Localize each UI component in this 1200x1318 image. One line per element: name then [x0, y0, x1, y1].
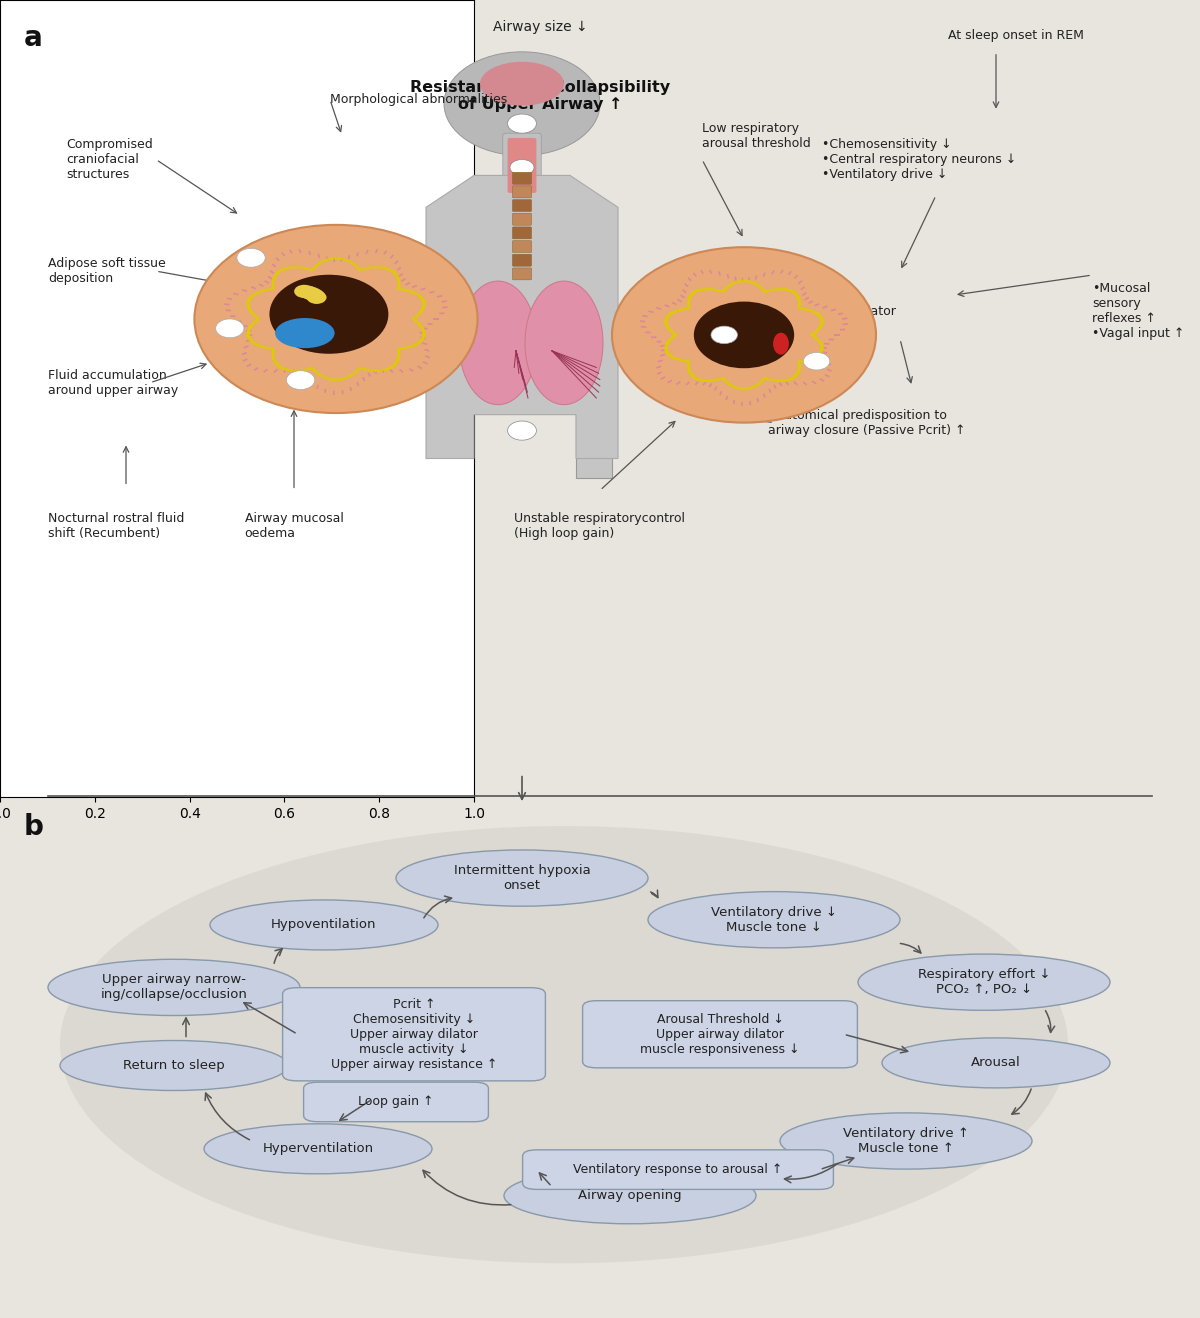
FancyBboxPatch shape — [512, 214, 532, 225]
Circle shape — [694, 302, 794, 368]
Text: Adipose soft tissue
deposition: Adipose soft tissue deposition — [48, 257, 166, 285]
FancyBboxPatch shape — [283, 987, 545, 1081]
Circle shape — [301, 286, 320, 299]
Ellipse shape — [858, 954, 1110, 1011]
Text: Compromised
craniofacial
structures: Compromised craniofacial structures — [66, 138, 152, 181]
FancyBboxPatch shape — [512, 268, 532, 279]
Text: Loop gain ↑: Loop gain ↑ — [359, 1095, 433, 1108]
Text: a: a — [24, 24, 43, 51]
Ellipse shape — [480, 62, 564, 105]
Text: Unstable respiratorycontrol
(High loop gain): Unstable respiratorycontrol (High loop g… — [515, 513, 685, 540]
Circle shape — [287, 370, 314, 390]
Ellipse shape — [780, 1112, 1032, 1169]
Ellipse shape — [204, 1124, 432, 1174]
Text: •Mucosal
sensory
reflexes ↑
•Vagal input ↑: •Mucosal sensory reflexes ↑ •Vagal input… — [1092, 282, 1184, 340]
Text: Arousal: Arousal — [971, 1057, 1021, 1069]
Text: Ventilatory response to arousal ↑: Ventilatory response to arousal ↑ — [574, 1162, 782, 1176]
Ellipse shape — [210, 900, 438, 950]
Text: Nocturnal rostral fluid
shift (Recumbent): Nocturnal rostral fluid shift (Recumbent… — [48, 513, 185, 540]
Text: Hypoventilation: Hypoventilation — [271, 919, 377, 932]
Text: Low respiratory
arousal threshold: Low respiratory arousal threshold — [702, 121, 811, 149]
Text: Morphological abnormalities: Morphological abnormalities — [330, 94, 508, 107]
Text: Airway opening: Airway opening — [578, 1189, 682, 1202]
FancyBboxPatch shape — [512, 254, 532, 266]
FancyBboxPatch shape — [583, 1000, 857, 1068]
FancyBboxPatch shape — [512, 241, 532, 253]
Circle shape — [612, 248, 876, 423]
Text: Airway mucosal
oedema: Airway mucosal oedema — [245, 513, 343, 540]
FancyBboxPatch shape — [512, 173, 532, 185]
Polygon shape — [426, 175, 618, 459]
Ellipse shape — [504, 1168, 756, 1224]
Ellipse shape — [882, 1037, 1110, 1087]
Text: Intermittent hypoxia
onset: Intermittent hypoxia onset — [454, 865, 590, 892]
Circle shape — [710, 326, 738, 344]
Circle shape — [305, 289, 325, 302]
FancyBboxPatch shape — [503, 133, 541, 186]
Text: Fluid accumulation
around upper airway: Fluid accumulation around upper airway — [48, 369, 179, 397]
Text: Airway size ↓: Airway size ↓ — [493, 20, 587, 34]
Ellipse shape — [275, 318, 335, 348]
Ellipse shape — [648, 891, 900, 948]
Circle shape — [60, 826, 1068, 1264]
Text: Arousal Threshold ↓
Upper airway dilator
muscle responsiveness ↓: Arousal Threshold ↓ Upper airway dilator… — [641, 1012, 799, 1056]
Circle shape — [804, 352, 830, 370]
Text: Respiratory effort ↓
PCO₂ ↑, PO₂ ↓: Respiratory effort ↓ PCO₂ ↑, PO₂ ↓ — [918, 969, 1050, 996]
Circle shape — [194, 225, 478, 413]
Ellipse shape — [60, 1040, 288, 1090]
Text: Return to sleep: Return to sleep — [124, 1058, 224, 1072]
Text: •Chemosensitivity ↓
•Central respiratory neurons ↓
•Ventilatory drive ↓: •Chemosensitivity ↓ •Central respiratory… — [822, 138, 1016, 181]
FancyBboxPatch shape — [512, 186, 532, 198]
Ellipse shape — [48, 960, 300, 1016]
Text: Ventilatory drive ↑
Muscle tone ↑: Ventilatory drive ↑ Muscle tone ↑ — [842, 1127, 970, 1155]
FancyBboxPatch shape — [508, 138, 536, 192]
Text: Ventilatory drive ↓
Muscle tone ↓: Ventilatory drive ↓ Muscle tone ↓ — [710, 905, 838, 933]
Ellipse shape — [526, 281, 604, 405]
Text: Hyperventilation: Hyperventilation — [263, 1143, 373, 1156]
FancyBboxPatch shape — [522, 1149, 833, 1189]
Circle shape — [508, 420, 536, 440]
Circle shape — [294, 285, 314, 298]
Text: Upper airway dilator
muscle activity ↓: Upper airway dilator muscle activity ↓ — [768, 304, 896, 333]
Text: At sleep onset in REM: At sleep onset in REM — [948, 29, 1084, 42]
Polygon shape — [432, 223, 612, 478]
Circle shape — [307, 291, 326, 304]
Circle shape — [270, 274, 389, 353]
Ellipse shape — [773, 332, 788, 355]
Circle shape — [236, 248, 265, 268]
Text: Pcrit ↑
Chemosensitivity ↓
Upper airway dilator
muscle activity ↓
Upper airway r: Pcrit ↑ Chemosensitivity ↓ Upper airway … — [331, 998, 497, 1070]
FancyBboxPatch shape — [512, 199, 532, 211]
FancyBboxPatch shape — [304, 1082, 488, 1122]
Text: b: b — [24, 813, 44, 841]
Text: Upper airway narrow-
ing/collapse/occlusion: Upper airway narrow- ing/collapse/occlus… — [101, 974, 247, 1002]
Circle shape — [216, 319, 244, 337]
Circle shape — [444, 51, 600, 156]
Circle shape — [298, 286, 317, 299]
Ellipse shape — [458, 281, 538, 405]
Text: Resistance and Collapsibility
of Upper Airway ↑: Resistance and Collapsibility of Upper A… — [410, 79, 670, 112]
FancyBboxPatch shape — [512, 227, 532, 239]
Circle shape — [510, 159, 534, 175]
Text: Anatomical predisposition to
ariway closure (Passive Pcrit) ↑: Anatomical predisposition to ariway clos… — [768, 409, 966, 436]
Ellipse shape — [396, 850, 648, 907]
Circle shape — [304, 287, 323, 301]
Circle shape — [508, 115, 536, 133]
